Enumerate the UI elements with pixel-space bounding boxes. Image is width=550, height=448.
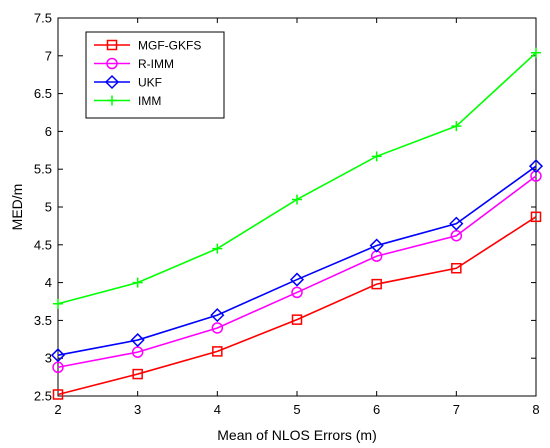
data-point: [371, 151, 382, 162]
y-tick-label: 3.5: [34, 313, 52, 328]
data-point: [289, 272, 305, 287]
data-point: [212, 346, 223, 357]
data-point: [530, 211, 542, 223]
legend-label: IMM: [138, 94, 161, 108]
legend-item: R-IMM: [94, 57, 174, 71]
legend-marker: [106, 39, 118, 51]
legend-label: R-IMM: [138, 57, 174, 71]
legend-box: [85, 31, 225, 119]
x-tick-label: 5: [293, 402, 300, 417]
series-ukf: [50, 159, 544, 363]
data-point: [212, 243, 223, 254]
data-point: [528, 159, 544, 174]
y-tick-label: 3: [45, 351, 52, 366]
data-point: [531, 47, 541, 58]
data-point: [451, 121, 462, 132]
series-layer: [50, 47, 544, 400]
x-axis-label: Mean of NLOS Errors (m): [217, 427, 376, 443]
y-tick-label: 6: [45, 124, 52, 139]
data-point: [130, 332, 145, 348]
x-tick-label: 4: [214, 402, 221, 417]
data-point: [211, 322, 224, 334]
legend-marker: [106, 57, 118, 70]
data-point: [371, 278, 382, 290]
data-point: [369, 238, 384, 253]
data-point: [132, 277, 143, 288]
y-tick-label: 5: [45, 200, 52, 215]
legend-item: IMM: [94, 94, 161, 108]
data-point: [53, 298, 63, 309]
data-point: [530, 170, 542, 182]
data-point: [132, 368, 143, 380]
series-mgf-gkfs: [52, 211, 542, 400]
y-axis-label: MED/m: [9, 184, 25, 231]
legend-item: UKF: [94, 74, 162, 90]
x-tick-label: 8: [532, 402, 539, 417]
x-tick-label: 2: [54, 402, 61, 417]
y-tick-label: 6.5: [34, 86, 52, 101]
y-tick-label: 5.5: [34, 162, 52, 177]
y-tick-label: 4.5: [34, 237, 52, 252]
legend-label: UKF: [138, 76, 162, 90]
data-point: [52, 389, 64, 400]
x-tick-label: 3: [134, 402, 141, 417]
data-point: [449, 216, 464, 231]
data-point: [450, 229, 463, 242]
data-point: [52, 361, 64, 374]
series-r-imm: [52, 170, 542, 374]
data-point: [50, 348, 66, 363]
legend-label: MGF-GKFS: [138, 39, 201, 53]
y-tick-label: 7: [45, 48, 52, 63]
series-line: [57, 175, 537, 369]
data-point: [291, 314, 303, 325]
series-line: [57, 216, 537, 396]
axis-ticks: 2 3 4 5 6 7 8 2.5 3 3.5 4 4.5 5 5.5 6 6.5 7 7.5: [34, 11, 540, 418]
y-tick-label: 2.5: [34, 389, 52, 404]
legend-marker: [107, 95, 117, 106]
legend-item: MGF-GKFS: [94, 39, 201, 53]
y-tick-label: 7.5: [34, 11, 52, 26]
data-point: [451, 262, 462, 274]
x-tick-label: 6: [373, 402, 380, 417]
data-point: [291, 286, 303, 299]
legend: MGF-GKFS R-IMM UKF IMM: [85, 31, 225, 119]
x-tick-label: 7: [453, 402, 460, 417]
y-tick-label: 4: [45, 275, 52, 290]
legend-marker: [104, 74, 120, 90]
series-line: [57, 165, 537, 356]
data-point: [131, 346, 144, 358]
data-point: [210, 308, 225, 323]
series-imm: [53, 47, 541, 309]
data-point: [292, 194, 302, 205]
